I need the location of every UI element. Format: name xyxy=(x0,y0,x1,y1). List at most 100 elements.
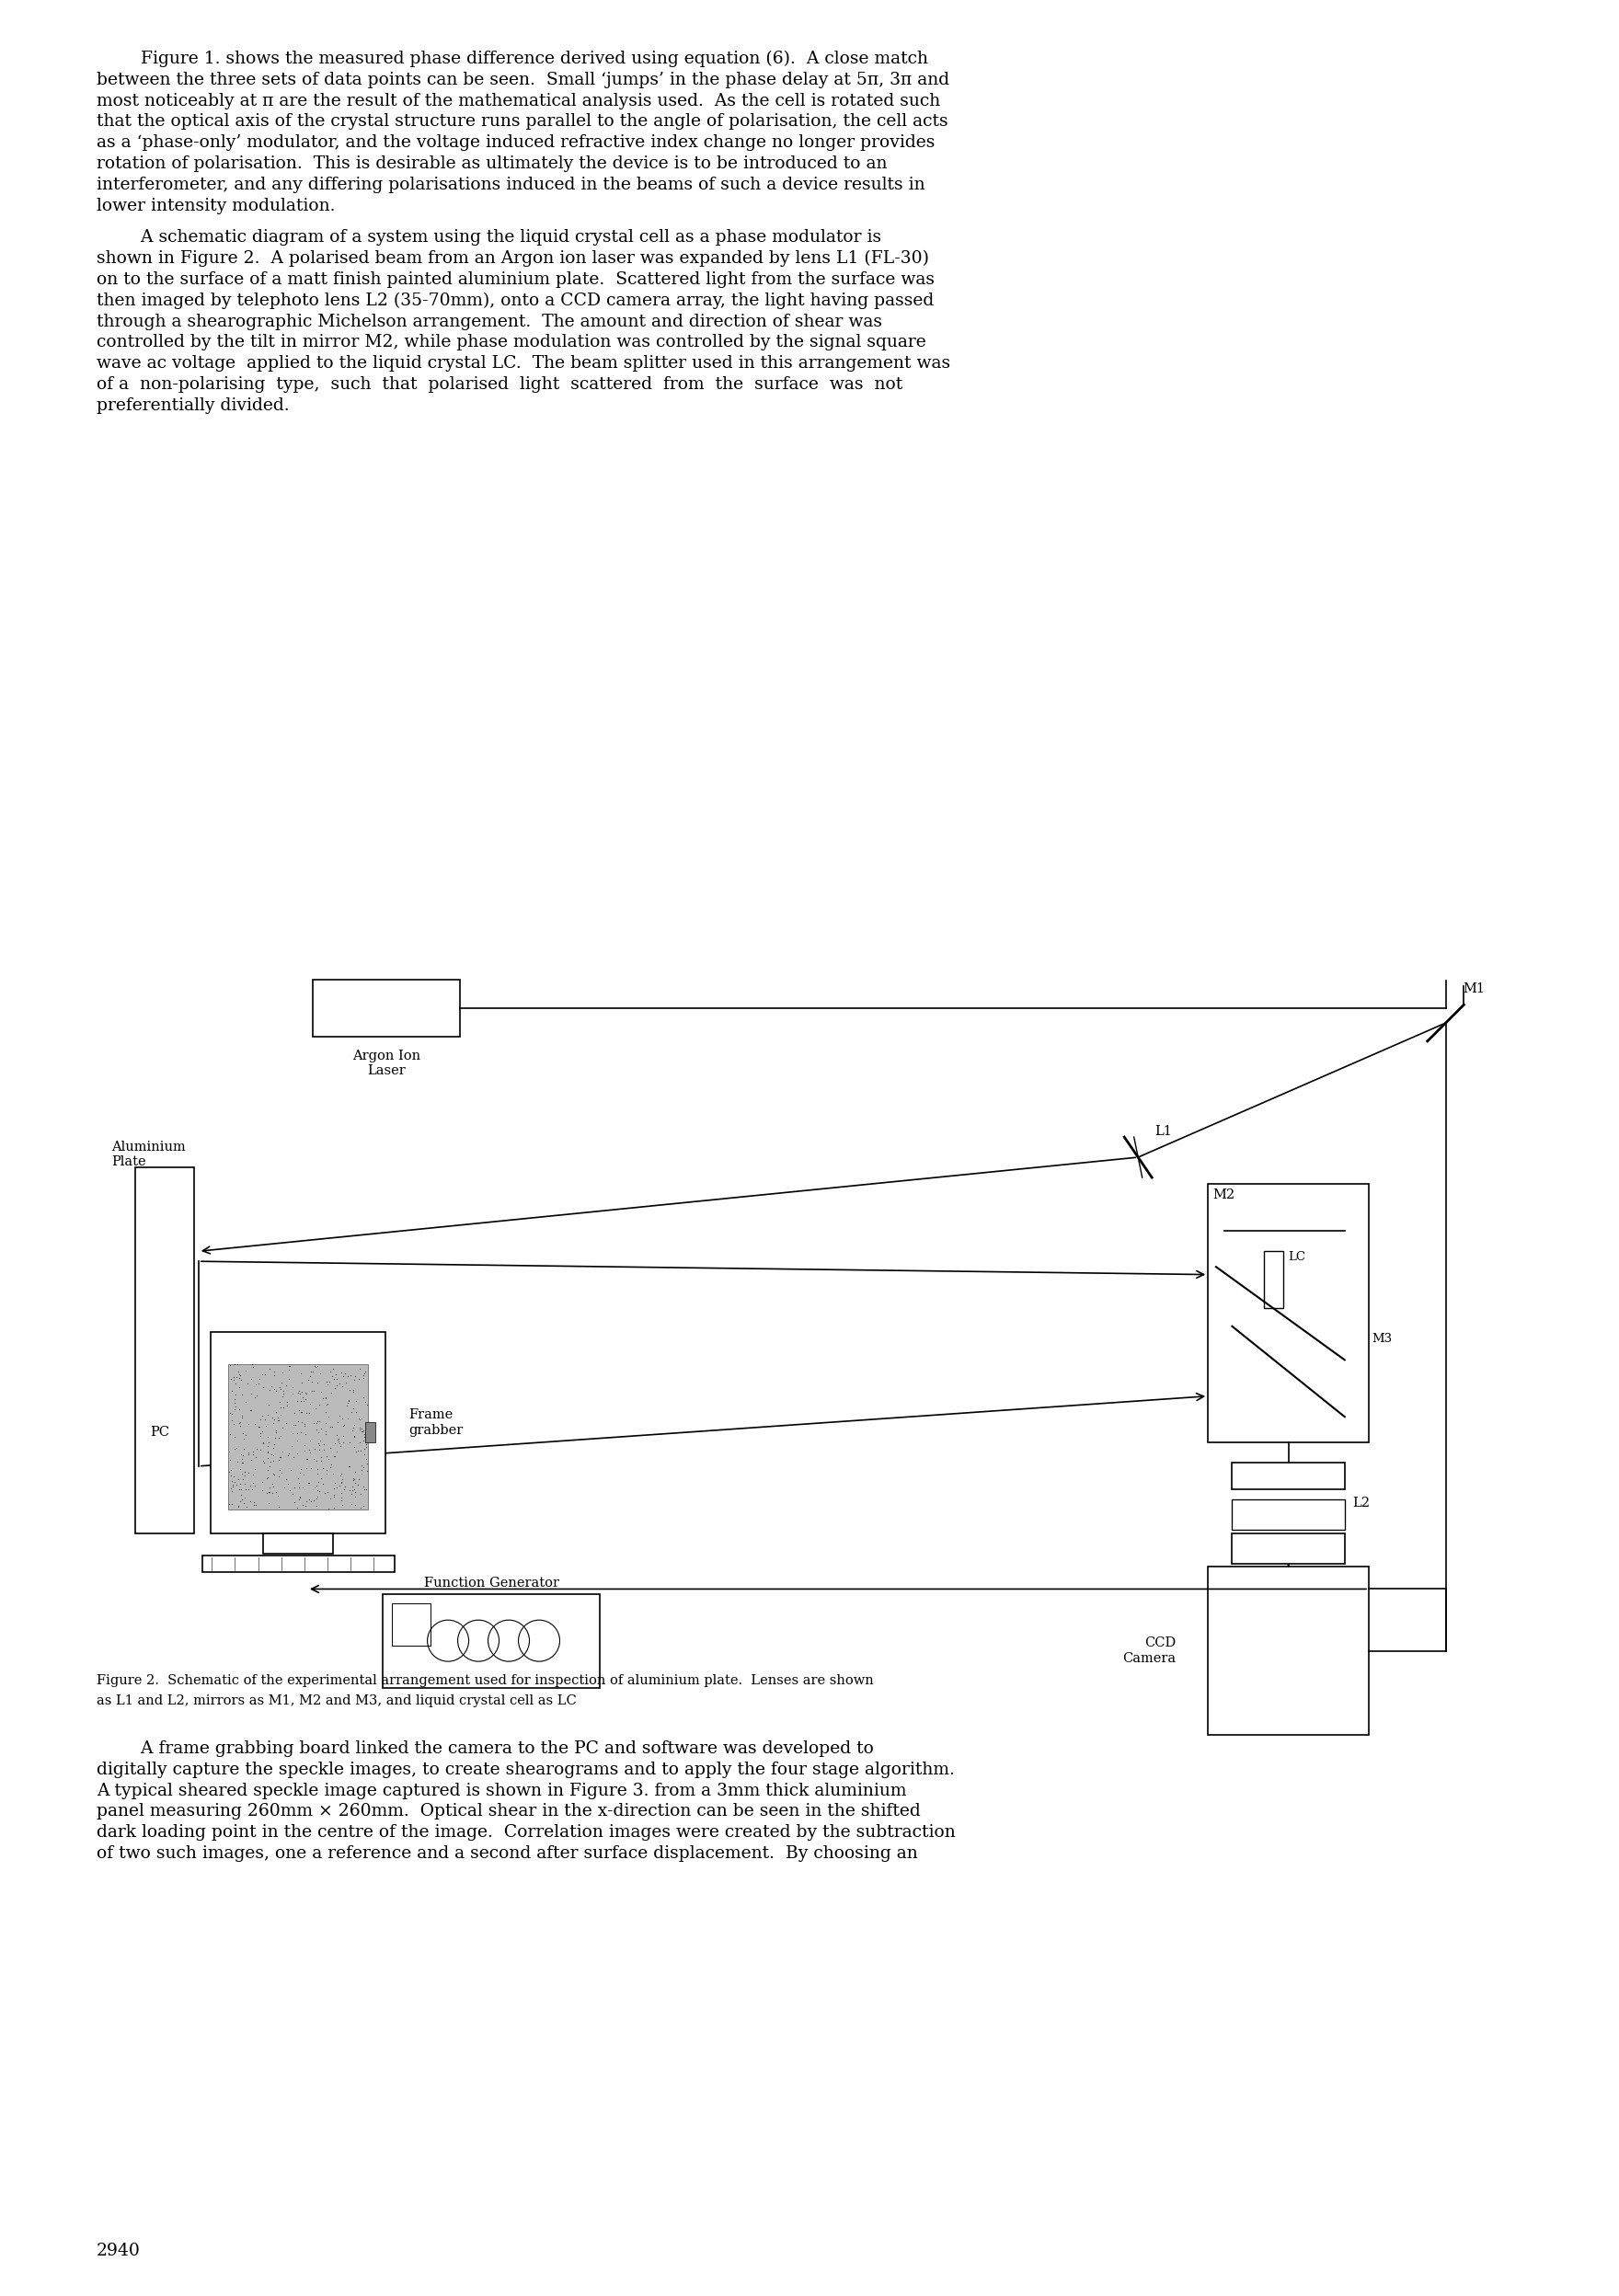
Point xyxy=(350,1412,376,1449)
Point xyxy=(254,1428,280,1465)
Point xyxy=(350,1359,376,1396)
Point xyxy=(275,1435,301,1472)
Point xyxy=(303,1481,329,1518)
Point xyxy=(240,1456,266,1492)
Point xyxy=(340,1389,366,1426)
Point xyxy=(248,1414,274,1451)
Point xyxy=(300,1364,325,1401)
Point xyxy=(304,1403,330,1440)
Text: wave ac voltage  applied to the liquid crystal LC.  The beam splitter used in th: wave ac voltage applied to the liquid cr… xyxy=(97,356,950,372)
Point xyxy=(241,1488,267,1525)
Point xyxy=(316,1440,342,1476)
Point xyxy=(225,1444,251,1481)
Point xyxy=(243,1430,269,1467)
Point xyxy=(219,1403,244,1440)
Bar xyxy=(392,1603,431,1646)
Point xyxy=(351,1414,377,1451)
Point xyxy=(312,1394,338,1430)
Bar xyxy=(228,1364,369,1508)
Point xyxy=(329,1460,355,1497)
Point xyxy=(282,1394,308,1430)
Point xyxy=(236,1405,262,1442)
Point xyxy=(322,1465,348,1502)
Point xyxy=(238,1483,264,1520)
Point xyxy=(238,1391,264,1428)
Point xyxy=(304,1410,330,1446)
Point xyxy=(317,1449,343,1486)
Point xyxy=(340,1373,366,1410)
Text: M2: M2 xyxy=(1213,1189,1235,1201)
Point xyxy=(269,1355,295,1391)
Point xyxy=(329,1465,355,1502)
Point xyxy=(225,1460,251,1497)
Point xyxy=(325,1424,351,1460)
Point xyxy=(321,1456,346,1492)
Point xyxy=(312,1380,338,1417)
Point xyxy=(282,1483,308,1520)
Point xyxy=(351,1355,377,1391)
Point xyxy=(269,1453,295,1490)
Point xyxy=(351,1419,377,1456)
Point xyxy=(267,1419,293,1456)
Point xyxy=(261,1442,287,1479)
Point xyxy=(223,1389,249,1426)
Point xyxy=(285,1421,311,1458)
Point xyxy=(330,1401,356,1437)
Point xyxy=(303,1389,329,1426)
Point xyxy=(272,1469,298,1506)
Point xyxy=(287,1481,312,1518)
Point xyxy=(321,1359,346,1396)
Point xyxy=(301,1405,327,1442)
Point xyxy=(219,1451,244,1488)
Bar xyxy=(264,1534,334,1554)
Point xyxy=(269,1389,295,1426)
Point xyxy=(287,1479,312,1515)
Point xyxy=(254,1474,280,1511)
Point xyxy=(217,1486,243,1522)
Point xyxy=(345,1359,371,1396)
Point xyxy=(304,1364,330,1401)
Point xyxy=(329,1465,355,1502)
Point xyxy=(257,1474,283,1511)
Point xyxy=(266,1458,291,1495)
Point xyxy=(308,1440,334,1476)
Point xyxy=(227,1407,253,1444)
Point xyxy=(353,1428,379,1465)
Text: rotation of polarisation.  This is desirable as ultimately the device is to be i: rotation of polarisation. This is desira… xyxy=(97,156,887,172)
Point xyxy=(259,1398,285,1435)
Point xyxy=(269,1419,295,1456)
Point xyxy=(337,1449,363,1486)
Point xyxy=(262,1419,288,1456)
Point xyxy=(314,1437,340,1474)
Point xyxy=(222,1463,248,1499)
Point xyxy=(351,1380,377,1417)
Point xyxy=(298,1352,324,1389)
Point xyxy=(327,1458,353,1495)
Bar xyxy=(384,1593,599,1688)
Point xyxy=(241,1405,267,1442)
Point xyxy=(270,1389,296,1426)
Point xyxy=(254,1451,280,1488)
Point xyxy=(249,1472,275,1508)
Text: shown in Figure 2.  A polarised beam from an Argon ion laser was expanded by len: shown in Figure 2. A polarised beam from… xyxy=(97,250,929,266)
Point xyxy=(303,1348,329,1384)
Point xyxy=(274,1387,300,1424)
Point xyxy=(246,1362,272,1398)
Text: M1: M1 xyxy=(1462,983,1485,996)
Point xyxy=(335,1357,361,1394)
Bar xyxy=(364,1424,376,1442)
Point xyxy=(291,1382,317,1419)
Point xyxy=(322,1437,348,1474)
Point xyxy=(225,1488,251,1525)
Point xyxy=(220,1467,246,1504)
Point xyxy=(332,1355,358,1391)
Point xyxy=(304,1456,330,1492)
Point xyxy=(306,1414,332,1451)
Point xyxy=(275,1465,301,1502)
Text: A frame grabbing board linked the camera to the PC and software was developed to: A frame grabbing board linked the camera… xyxy=(97,1740,874,1756)
Point xyxy=(227,1405,253,1442)
Point xyxy=(264,1403,290,1440)
Point xyxy=(314,1456,340,1492)
Point xyxy=(243,1440,269,1476)
Point xyxy=(241,1467,267,1504)
